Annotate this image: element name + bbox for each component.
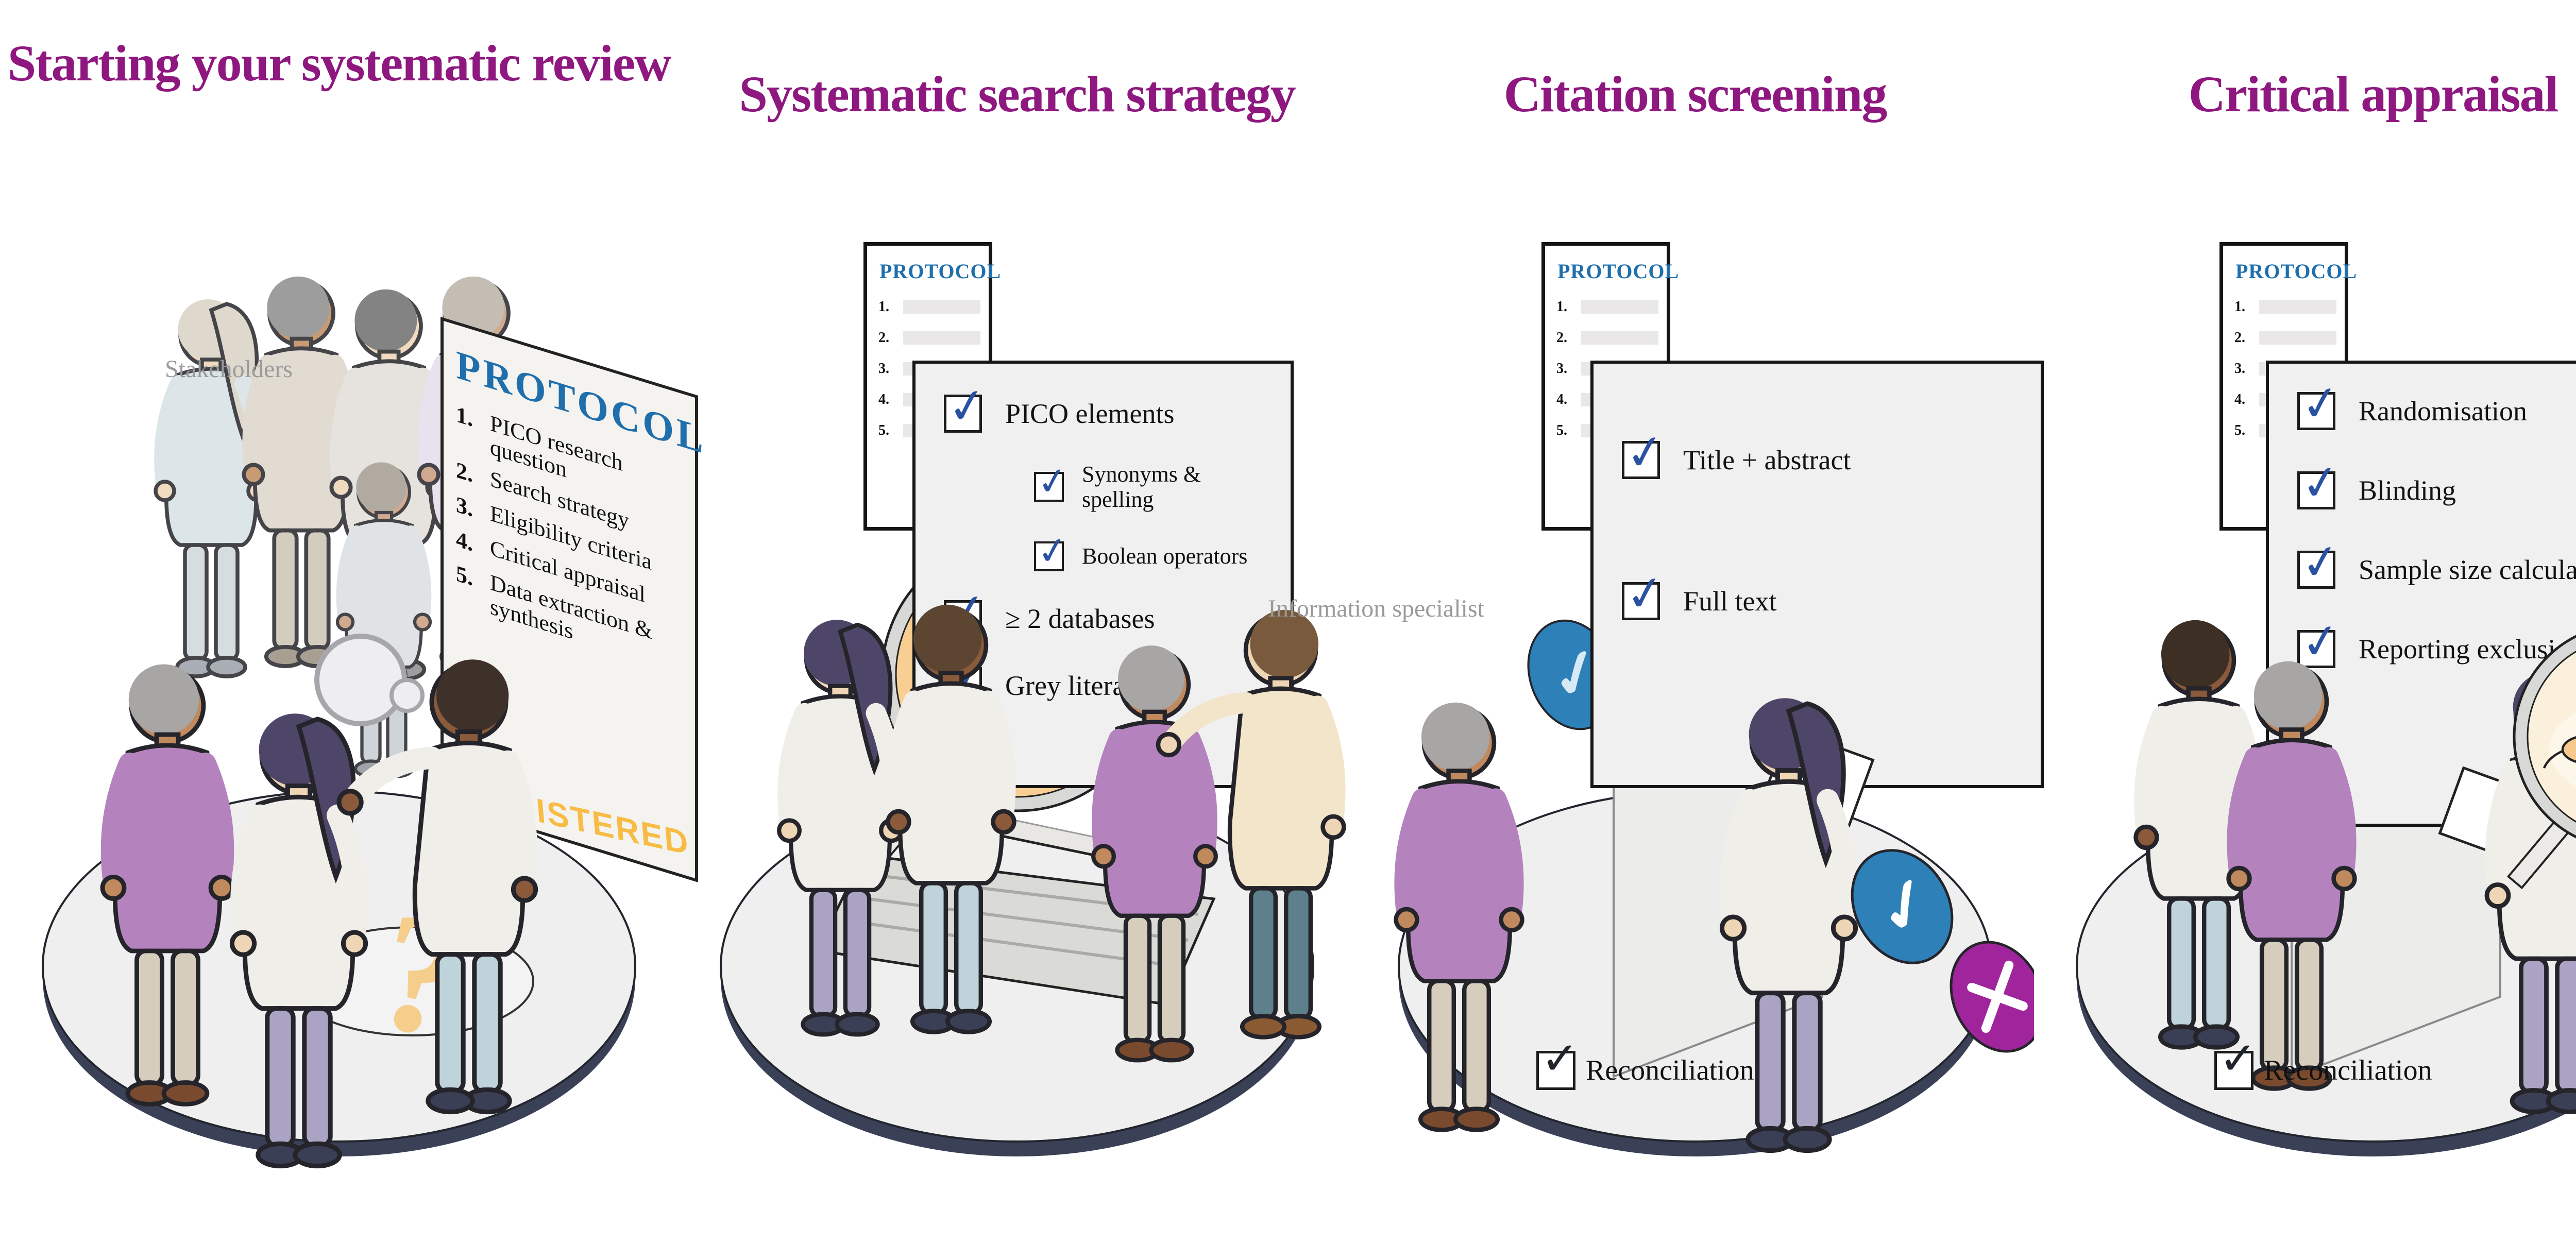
- protocol-mini-heading: PROTOCOL: [2235, 260, 2358, 283]
- checklist-item: Full text: [1622, 582, 2020, 620]
- panel-title: Citation screening: [1503, 65, 1888, 123]
- list-number: 3.: [1556, 361, 1567, 377]
- stakeholders-group: [156, 277, 534, 777]
- checkbox-checked-icon: [2297, 551, 2335, 589]
- checklist-item: Reporting exclusions: [2297, 630, 2576, 668]
- checklist-item: PICO elements: [944, 395, 1270, 433]
- citation-screening-front-scene: ✓: [1356, 0, 2034, 1260]
- checkbox-checked-icon: [1034, 472, 1064, 502]
- research-team-group: [103, 659, 536, 1166]
- stakeholders-label: Stakeholders: [165, 355, 293, 383]
- list-number: 3.: [878, 361, 889, 377]
- exclude-paddle-icon: [1950, 941, 2034, 1053]
- list-number: 4.: [2234, 391, 2245, 407]
- checkbox-checked-icon: [1034, 541, 1064, 571]
- protocol-mini-heading: PROTOCOL: [1557, 260, 1680, 283]
- search-strategy-front-scene: [678, 0, 1356, 1260]
- list-number: 4.: [878, 391, 889, 407]
- panel-search-strategy: Systematic search strategy: [678, 0, 1484, 1260]
- placeholder-line: [903, 300, 980, 314]
- include-paddle-icon: ✓: [1851, 849, 1954, 964]
- checklist-item: Blinding: [2297, 471, 2576, 509]
- panel-starting-review: Starting your systematic review PROTOCOL…: [0, 0, 706, 1260]
- checkbox-checked-icon: [944, 395, 982, 433]
- list-number: 5.: [2234, 422, 2245, 438]
- checklist-item: Randomisation: [2297, 392, 2576, 430]
- information-specialist-label: Information specialist: [1268, 595, 1484, 622]
- checkbox-checked-icon: [1536, 1032, 1579, 1090]
- panel-critical-appraisal: Critical appraisal PROTOCOL 1. 2. 3. 4. …: [2034, 0, 2576, 1260]
- placeholder-line: [903, 331, 980, 345]
- panel-citation-screening: Citation screening ✓: [1356, 0, 2044, 1260]
- protocol-mini-heading: PROTOCOL: [879, 260, 1002, 283]
- research-team-group: [2136, 599, 2576, 1112]
- reconciliation-note: Reconciliation: [2214, 1032, 2432, 1090]
- list-number: 2.: [878, 330, 889, 346]
- checkbox-checked-icon: [2297, 471, 2335, 509]
- placeholder-line: [1581, 331, 1658, 345]
- list-number: 2.: [2234, 330, 2245, 346]
- critical-appraisal-front-scene: [2034, 0, 2576, 1260]
- starting-review-front-scene: ?: [0, 0, 678, 1260]
- list-number: 4.: [1556, 391, 1567, 407]
- list-number: 5.: [878, 422, 889, 438]
- checkbox-checked-icon: [2297, 392, 2335, 430]
- checklist-item: Sample size calculation: [2297, 551, 2576, 589]
- checklist-subitem: Synonyms & spelling: [1034, 462, 1270, 513]
- list-number: 2.: [1556, 330, 1567, 346]
- magnifier-mice-icon: [2506, 635, 2576, 890]
- list-number: 3.: [2234, 361, 2245, 377]
- list-number: 1.: [878, 299, 889, 315]
- wheelchair-front-wheel-icon: [389, 678, 425, 713]
- checkbox-checked-icon: [2214, 1032, 2257, 1090]
- panel-title: Critical appraisal: [2188, 65, 2559, 123]
- checkbox-checked-icon: [1622, 582, 1660, 620]
- checkbox-checked-icon: [1622, 441, 1660, 479]
- placeholder-line: [1581, 300, 1658, 314]
- research-team-group: [779, 605, 1344, 1061]
- placeholder-line: [2259, 331, 2336, 345]
- checklist-subitem: Boolean operators: [1034, 541, 1270, 571]
- list-number: 5.: [1556, 422, 1567, 438]
- list-number: 1.: [1556, 299, 1567, 315]
- checklist-item: Title + abstract: [1622, 441, 2020, 479]
- placeholder-line: [2259, 300, 2336, 314]
- list-number: 1.: [2234, 299, 2245, 315]
- panel-title: Starting your systematic review: [7, 35, 672, 92]
- checkbox-checked-icon: [2297, 630, 2335, 668]
- panel-title: Systematic search strategy: [739, 65, 1296, 123]
- reconciliation-note: Reconciliation: [1536, 1032, 1754, 1090]
